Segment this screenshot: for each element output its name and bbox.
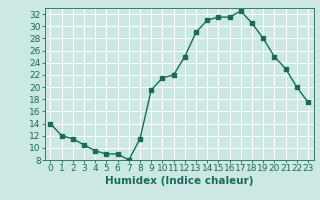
X-axis label: Humidex (Indice chaleur): Humidex (Indice chaleur) (105, 176, 253, 186)
